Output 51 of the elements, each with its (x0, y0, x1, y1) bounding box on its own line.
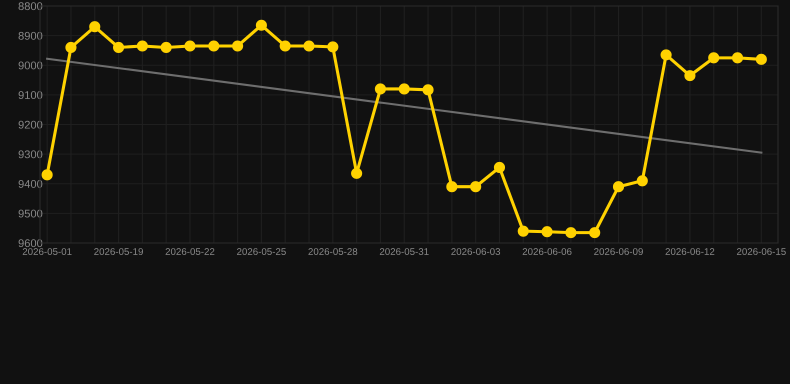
x-tick-label: 2026-06-09 (594, 248, 643, 255)
point (589, 227, 600, 238)
point (256, 20, 267, 31)
point (494, 162, 506, 174)
point (518, 226, 529, 237)
point (422, 84, 434, 96)
point (89, 21, 100, 32)
point (708, 52, 720, 64)
point (136, 40, 148, 52)
y-tick-label: 8800 (18, 2, 42, 10)
x-tick-label: 2026-06-15 (736, 248, 786, 255)
point (232, 40, 244, 52)
y-tick-label: 9000 (18, 62, 42, 70)
x-tick-label: 2026-06-03 (451, 248, 500, 255)
point (374, 83, 386, 95)
point (327, 41, 338, 52)
point (446, 181, 458, 192)
point (184, 40, 196, 52)
point (756, 54, 767, 65)
point (42, 169, 53, 180)
point (470, 181, 482, 192)
point (303, 40, 315, 52)
point (660, 49, 672, 60)
point (636, 175, 648, 186)
y-tick-label: 9400 (18, 180, 42, 188)
x-tick-label: 2026-05-25 (237, 248, 286, 255)
point (542, 226, 553, 238)
point (612, 181, 624, 192)
x-tick-label: 2026-05-22 (166, 248, 214, 255)
x-tick-label: 2026-05-28 (308, 248, 358, 255)
x-tick-label: 2026-05-01 (22, 248, 72, 255)
point (65, 42, 77, 54)
y-tick-label: 9600 (18, 239, 42, 248)
point (732, 52, 744, 64)
x-tick-label: 2026-05-19 (94, 248, 143, 255)
point (684, 70, 696, 82)
y-tick-label: 9300 (18, 150, 42, 158)
x-tick-label: 2026-06-12 (666, 248, 714, 255)
point (280, 40, 291, 52)
point (398, 83, 410, 95)
y-tick-label: 9200 (18, 120, 42, 129)
point (565, 227, 576, 238)
point (160, 42, 172, 54)
y-tick-label: 8900 (18, 32, 42, 40)
point (208, 40, 220, 52)
point (113, 42, 124, 54)
y-tick-label: 9100 (18, 91, 42, 100)
y-tick-label: 9500 (18, 210, 42, 218)
point (351, 168, 362, 179)
x-tick-label: 2026-05-31 (380, 248, 429, 255)
x-tick-label: 2026-06-06 (522, 248, 572, 255)
